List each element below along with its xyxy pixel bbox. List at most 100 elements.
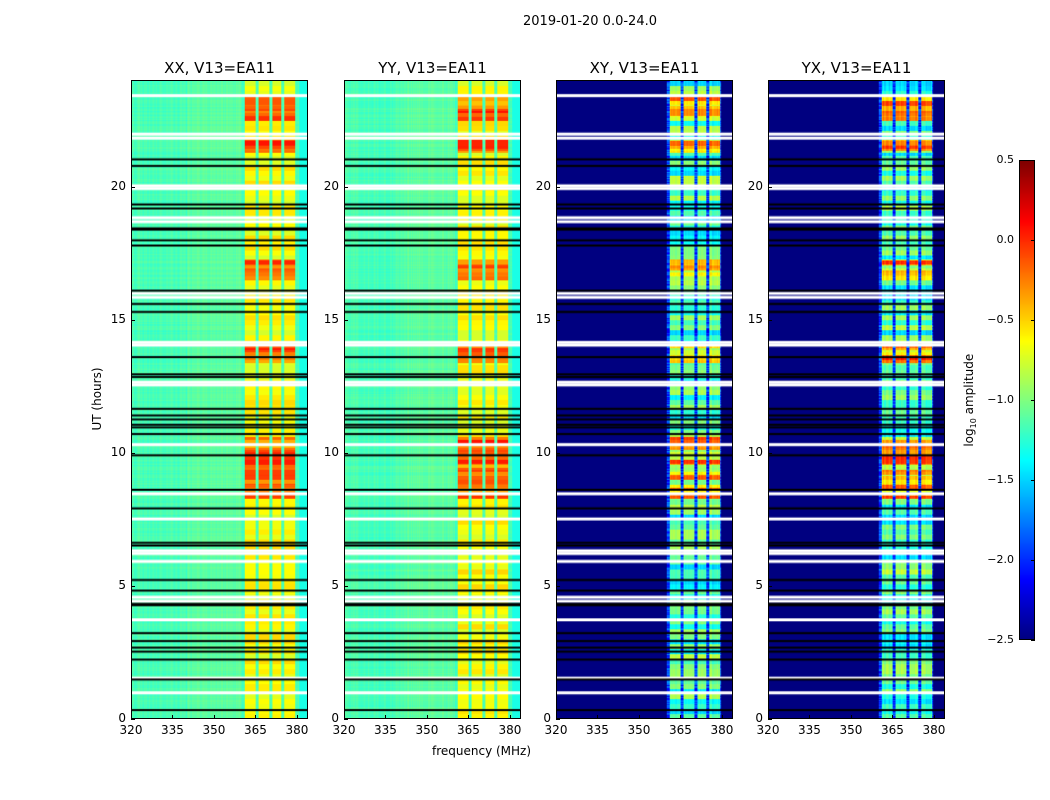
y-tick-mark [344,186,348,188]
y-tick-label: 15 [110,311,126,326]
y-tick-label: 0 [331,711,339,725]
x-axis-label: frequency (MHz) [432,744,532,758]
x-tick-label: 320 [544,723,568,737]
y-tick-label: 20 [535,178,551,193]
y-tick-label: 20 [110,178,126,193]
x-tick-label: 320 [756,723,780,737]
colorbar-tick-label: 0.0 [996,233,1015,246]
x-tick-label: 365 [669,723,692,737]
x-tick-label: 350 [415,723,439,737]
x-tick-label: 380 [922,723,946,737]
y-tick-mark [344,719,348,720]
heatmap-panel-2 [556,80,733,719]
y-tick-label: 15 [535,311,551,326]
x-tick-label: 320 [332,723,356,737]
y-tick-label: 15 [747,311,763,326]
heatmap-panel-3 [768,80,945,719]
y-tick-label: 10 [110,444,126,459]
y-tick-mark [556,452,560,454]
x-tick-label: 335 [798,723,821,737]
colorbar-tick-mark [1031,240,1035,241]
colorbar-tick-mark [1031,560,1035,561]
colorbar-tick-label: 0.5 [996,153,1015,166]
x-tick-mark [850,715,852,719]
x-tick-mark [296,715,298,719]
colorbar-tick-mark [1031,160,1035,161]
y-tick-label: 0 [543,711,551,725]
y-tick-label: 5 [755,577,763,592]
y-tick-mark [344,452,348,454]
colorbar-tick-mark [1031,640,1035,641]
y-tick-mark [556,719,560,720]
y-tick-label: 5 [543,577,551,592]
x-tick-label: 365 [244,723,267,737]
x-tick-mark [172,715,174,719]
x-tick-mark [933,715,935,719]
y-tick-label: 5 [118,577,126,592]
x-tick-label: 365 [457,723,480,737]
x-tick-label: 380 [498,723,522,737]
colorbar-tick-label: −1.0 [987,393,1014,406]
y-tick-mark [131,452,135,454]
colorbar-tick-label: −2.0 [987,553,1014,566]
y-tick-mark [768,585,772,587]
y-tick-mark [131,319,135,321]
y-tick-label: 20 [747,178,763,193]
y-tick-mark [768,319,772,321]
y-tick-mark [556,319,560,321]
y-tick-label: 5 [331,577,339,592]
y-tick-mark [768,452,772,454]
y-tick-mark [768,186,772,188]
x-tick-mark [556,715,557,719]
heatmap-cells [557,81,732,718]
heatmap-panel-1 [344,80,521,719]
colorbar-tick-label: −1.5 [987,473,1014,486]
x-tick-mark [768,715,769,719]
x-tick-mark [213,715,215,719]
colorbar-tick-label: −0.5 [987,313,1014,326]
x-tick-mark [344,715,345,719]
x-tick-mark [597,715,599,719]
y-tick-label: 10 [323,444,339,459]
y-tick-mark [556,585,560,587]
x-tick-label: 350 [627,723,651,737]
x-tick-mark [680,715,682,719]
heatmap-cells [345,81,520,718]
y-tick-label: 15 [323,311,339,326]
x-tick-mark [426,715,428,719]
y-tick-label: 0 [755,711,763,725]
y-tick-mark [344,585,348,587]
y-tick-label: 10 [747,444,763,459]
panel-title: XY, V13=EA11 [589,59,700,77]
y-tick-mark [131,719,135,720]
y-tick-label: 10 [535,444,551,459]
colorbar-tick-mark [1031,480,1035,481]
figure-title: 2019-01-20 0.0-24.0 [523,14,657,29]
x-tick-label: 335 [161,723,184,737]
y-tick-mark [131,186,135,188]
x-tick-mark [509,715,511,719]
colorbar-tick-mark [1031,400,1035,401]
y-tick-mark [344,319,348,321]
y-tick-mark [768,719,772,720]
colorbar-label: log10 amplitude [961,353,979,447]
x-tick-mark [721,715,723,719]
y-tick-mark [556,186,560,188]
y-tick-mark [131,585,135,587]
x-tick-mark [385,715,387,719]
x-tick-mark [809,715,811,719]
panel-title: XX, V13=EA11 [164,59,275,77]
x-tick-mark [131,715,132,719]
colorbar-tick-mark [1031,320,1035,321]
y-tick-label: 0 [118,711,126,725]
heatmap-cells [132,81,307,718]
x-tick-label: 350 [839,723,863,737]
x-tick-label: 320 [119,723,143,737]
colorbar-tick-label: −2.5 [987,633,1014,646]
x-tick-label: 335 [374,723,397,737]
x-tick-label: 380 [285,723,309,737]
panel-title: YX, V13=EA11 [801,59,912,77]
heatmap-panel-0 [131,80,308,719]
panel-title: YY, V13=EA11 [378,59,487,77]
